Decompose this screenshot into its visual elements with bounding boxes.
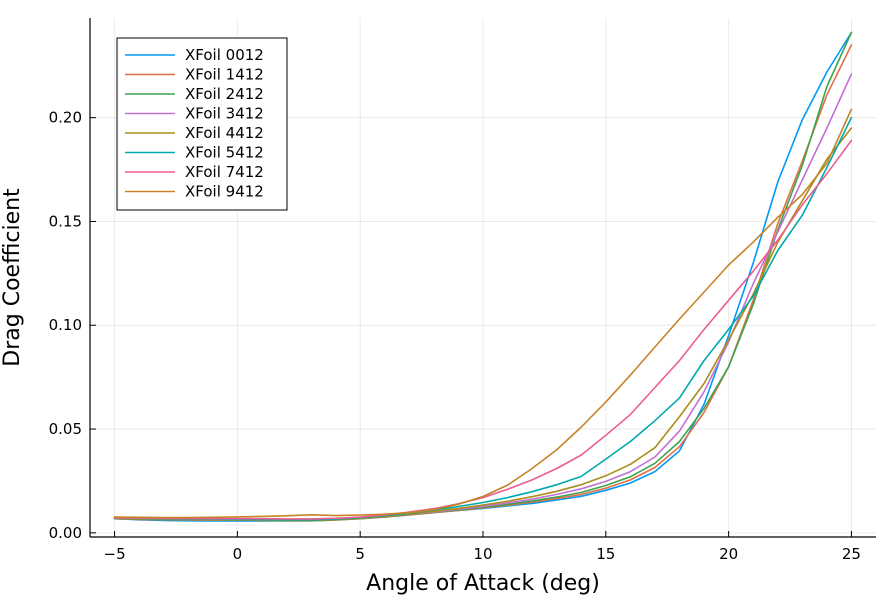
- legend-label: XFoil 1412: [185, 66, 264, 84]
- series-line-xfoil-9412: [113, 108, 853, 519]
- x-tick-label: 20: [719, 545, 738, 563]
- series-layer: [113, 31, 853, 522]
- legend-label: XFoil 9412: [185, 183, 264, 201]
- y-tick-label: 0.15: [49, 212, 82, 230]
- legend-label: XFoil 2412: [185, 85, 264, 103]
- y-tick-label: 0.20: [49, 109, 82, 127]
- ticks: −5 0 5 10 15 20 25 0.00 0.05 0.10 0.15 0.20: [49, 109, 861, 563]
- x-tick-label: −5: [104, 545, 126, 563]
- legend-label: XFoil 7412: [185, 163, 264, 181]
- x-tick-label: 25: [842, 545, 861, 563]
- legend-label: XFoil 0012: [185, 46, 264, 64]
- legend-label: XFoil 3412: [185, 105, 264, 123]
- x-tick-label: 15: [596, 545, 615, 563]
- legend-box: [116, 37, 288, 211]
- y-tick-label: 0.10: [49, 316, 82, 334]
- y-tick-label: 0.05: [49, 420, 82, 438]
- legend-label: XFoil 5412: [185, 144, 264, 162]
- y-tick-label: 0.00: [49, 524, 82, 542]
- x-tick-label: 10: [473, 545, 492, 563]
- x-tick-label: 0: [233, 545, 243, 563]
- y-axis-label: Drag Coefficient: [0, 188, 25, 367]
- x-axis-label: Angle of Attack (deg): [366, 571, 600, 596]
- series-line-xfoil-7412: [113, 139, 853, 520]
- legend-label: XFoil 4412: [185, 124, 264, 142]
- x-tick-label: 5: [355, 545, 365, 563]
